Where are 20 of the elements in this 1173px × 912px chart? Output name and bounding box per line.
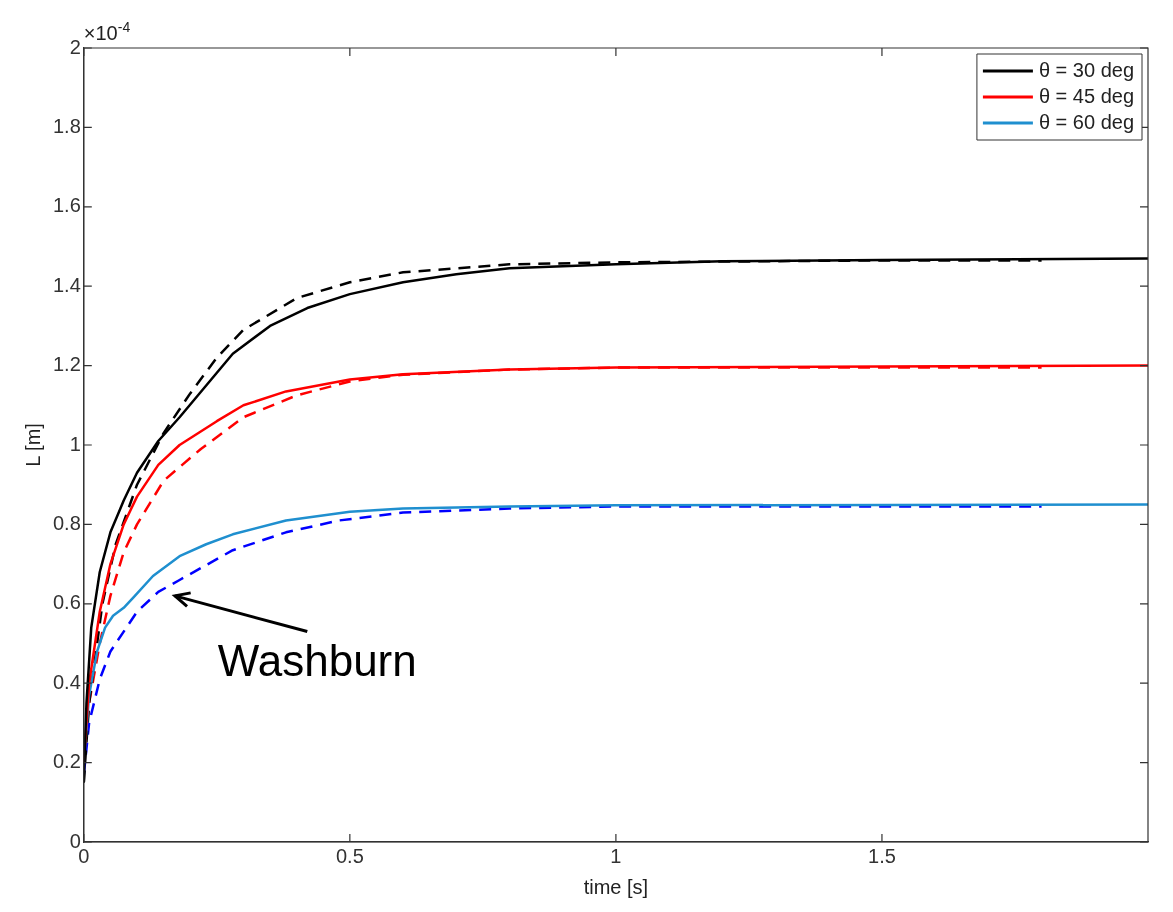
y-tick-label: 2 bbox=[69, 35, 81, 58]
legend-label: θ = 60 deg bbox=[1038, 110, 1135, 133]
legend-label: θ = 45 deg bbox=[1038, 84, 1135, 107]
x-tick-label: 0.5 bbox=[335, 844, 364, 867]
x-tick-label: 1 bbox=[610, 844, 622, 867]
y-tick-label: 0.4 bbox=[52, 670, 81, 693]
y-tick-label: 0.8 bbox=[52, 511, 81, 534]
x-axis-title: time [s] bbox=[583, 875, 649, 898]
x-tick-label: 1.5 bbox=[868, 844, 896, 867]
y-tick-label: 1.4 bbox=[52, 273, 81, 296]
y-tick-label: 1.8 bbox=[52, 114, 81, 137]
y-tick-label: 0.2 bbox=[52, 750, 81, 773]
y-tick-label: 1 bbox=[69, 432, 81, 455]
y-tick-label: 0.6 bbox=[52, 591, 81, 614]
annotation: Washburn bbox=[217, 635, 417, 685]
legend-label: θ = 30 deg bbox=[1038, 58, 1135, 81]
y-axis-title: L [m] bbox=[21, 423, 44, 467]
y-tick-label: 0 bbox=[69, 829, 81, 852]
y-tick-label: 1.2 bbox=[52, 353, 81, 376]
y-tick-label: 1.6 bbox=[52, 194, 81, 217]
